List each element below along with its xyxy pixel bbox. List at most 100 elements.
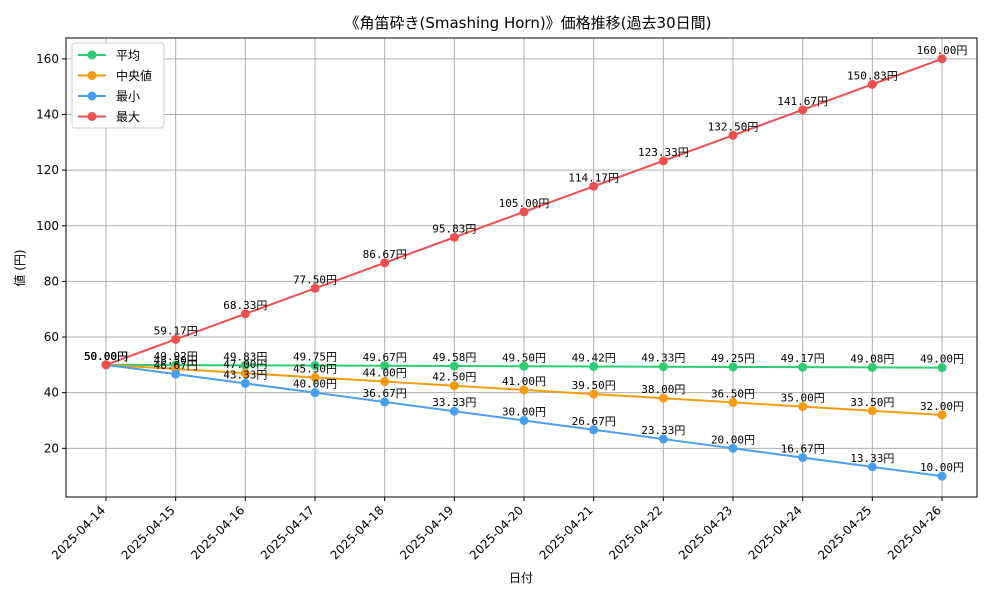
data-label: 26.67円 xyxy=(572,415,616,428)
data-point xyxy=(519,361,529,371)
data-label: 50.00円 xyxy=(84,350,128,363)
data-label: 59.17円 xyxy=(154,324,198,337)
data-label: 132.50円 xyxy=(708,120,759,133)
data-point xyxy=(728,443,738,453)
data-label: 43.33円 xyxy=(223,368,267,381)
data-point xyxy=(589,389,599,399)
data-label: 23.33円 xyxy=(641,424,685,437)
data-label: 123.33円 xyxy=(638,146,689,159)
data-label: 35.00円 xyxy=(781,392,825,405)
data-point xyxy=(937,363,947,373)
y-tick-label: 60 xyxy=(44,330,59,344)
x-tick-label: 2025-04-18 xyxy=(328,503,387,562)
data-point xyxy=(519,416,529,425)
x-tick-label: 2025-04-22 xyxy=(606,503,665,562)
y-axis-title: 値 (円) xyxy=(12,249,27,286)
data-label: 49.58円 xyxy=(432,351,476,364)
data-point xyxy=(867,462,877,472)
data-label: 77.50円 xyxy=(293,273,337,286)
legend-marker xyxy=(87,71,97,80)
legend-box xyxy=(71,42,165,129)
legend-marker xyxy=(87,91,97,101)
data-label: 49.50円 xyxy=(502,351,546,364)
data-label: 41.00円 xyxy=(502,375,546,388)
x-tick-label: 2025-04-24 xyxy=(746,503,805,562)
data-point xyxy=(658,362,668,372)
data-label: 160.00円 xyxy=(917,44,968,57)
data-point xyxy=(449,361,459,371)
data-point xyxy=(728,397,738,407)
data-point xyxy=(798,453,808,463)
data-label: 40.00円 xyxy=(293,378,337,391)
data-label: 33.50円 xyxy=(850,396,894,409)
data-label: 20.00円 xyxy=(711,433,755,446)
data-label: 95.83円 xyxy=(432,222,476,235)
data-label: 49.33円 xyxy=(641,352,685,365)
data-label: 48.50円 xyxy=(154,354,198,367)
y-tick-label: 160 xyxy=(36,52,59,66)
data-point xyxy=(310,372,320,382)
data-label: 49.08円 xyxy=(850,352,894,365)
data-label: 49.17円 xyxy=(781,352,825,365)
data-label: 16.67円 xyxy=(781,443,825,456)
data-point xyxy=(658,156,668,166)
data-point xyxy=(449,232,459,242)
data-label: 47.00円 xyxy=(223,358,267,371)
data-label: 150.83円 xyxy=(847,69,898,82)
data-label: 49.42円 xyxy=(572,351,616,364)
data-point xyxy=(867,79,877,89)
data-point xyxy=(380,258,390,268)
data-label: 50.00円 xyxy=(84,350,128,363)
data-label: 114.17円 xyxy=(568,171,619,184)
data-labels: 50.00円 49.92円 49.83円 49.75円 49.67円 49.58円 49.5… xyxy=(84,44,967,474)
data-point xyxy=(798,402,808,412)
data-point xyxy=(310,388,320,398)
data-label: 36.50円 xyxy=(711,387,755,400)
data-label: 49.00円 xyxy=(920,353,964,366)
data-point xyxy=(728,130,738,140)
data-point xyxy=(240,378,250,388)
data-label: 68.33円 xyxy=(223,299,267,312)
data-label: 49.75円 xyxy=(293,351,337,364)
data-label: 46.67円 xyxy=(154,359,198,372)
legend-marker xyxy=(87,112,97,121)
data-label: 39.50円 xyxy=(572,379,616,392)
data-point xyxy=(798,362,808,372)
x-tick-label: 2025-04-17 xyxy=(258,503,317,562)
data-label: 49.92円 xyxy=(154,350,198,363)
data-point xyxy=(728,362,738,372)
x-axis-title: 日付 xyxy=(509,571,533,585)
data-point xyxy=(310,283,320,293)
data-point xyxy=(240,368,250,378)
grid xyxy=(66,38,977,497)
data-point xyxy=(798,105,808,115)
data-label: 44.00円 xyxy=(363,367,407,380)
data-point xyxy=(519,207,529,217)
legend-label: 最小 xyxy=(116,90,140,104)
legend-marker xyxy=(87,50,97,60)
data-label: 36.67円 xyxy=(363,387,407,400)
data-point xyxy=(937,471,947,481)
data-point xyxy=(240,360,250,370)
y-tick-label: 20 xyxy=(44,441,59,455)
legend-label: 最大 xyxy=(116,110,140,124)
data-point xyxy=(589,425,599,435)
data-point xyxy=(658,393,668,403)
data-point xyxy=(658,434,668,444)
data-label: 30.00円 xyxy=(502,406,546,419)
data-label: 42.50円 xyxy=(432,371,476,384)
data-label: 86.67円 xyxy=(363,248,407,261)
x-tick-label: 2025-04-15 xyxy=(119,503,178,562)
data-point xyxy=(310,361,320,371)
data-point xyxy=(937,410,947,420)
data-label: 49.25円 xyxy=(711,352,755,365)
data-point xyxy=(380,377,390,387)
x-tick-label: 2025-04-16 xyxy=(188,503,247,562)
x-tick-label: 2025-04-14 xyxy=(49,503,108,562)
y-tick-label: 120 xyxy=(36,163,59,177)
data-point xyxy=(589,181,599,191)
data-point xyxy=(867,362,877,372)
x-tick-label: 2025-04-23 xyxy=(676,503,735,562)
